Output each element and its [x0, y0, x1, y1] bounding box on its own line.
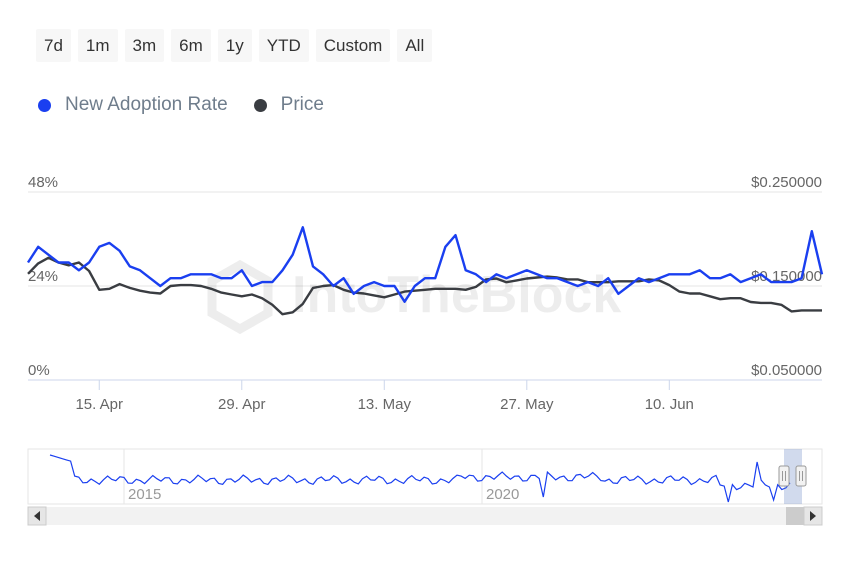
navigator-x-label: 2020 [486, 486, 519, 503]
y-right-tick-label: $0.250000 [751, 174, 822, 191]
navigator-grid: 2015 2020 [123, 449, 519, 504]
x-tick-label: 29. Apr [218, 396, 266, 413]
range-button-7d[interactable]: 7d [36, 29, 71, 62]
scrollbar-track[interactable] [28, 507, 822, 525]
navigator-series-line [49, 454, 791, 503]
navigator-handle-left[interactable] [778, 465, 790, 487]
x-tick-label: 27. May [500, 396, 554, 413]
range-button-ytd[interactable]: YTD [258, 29, 309, 62]
scrollbar-thumb[interactable] [786, 507, 804, 525]
y-left-tick-label: 48% [28, 174, 58, 191]
y-left-tick-label: 24% [28, 268, 58, 285]
x-axis: 15. Apr 29. Apr 13. May 27. May 10. Jun [75, 380, 694, 413]
legend-item-price[interactable]: Price [253, 94, 324, 116]
x-tick-label: 10. Jun [645, 396, 694, 413]
y-axis-left: 0% 24% 48% [28, 174, 58, 379]
x-tick-label: 15. Apr [75, 396, 123, 413]
legend-dot-icon [38, 98, 51, 112]
watermark-text: IntoTheBlock [292, 266, 621, 324]
legend-item-new-adoption-rate[interactable]: New Adoption Rate [38, 94, 228, 116]
legend-label: Price [280, 94, 324, 115]
legend-label: New Adoption Rate [65, 94, 228, 115]
series-line-price[interactable] [27, 256, 822, 316]
navigator-selected-range[interactable] [784, 449, 802, 504]
range-button-1y[interactable]: 1y [217, 29, 252, 62]
legend-dot-icon [253, 98, 267, 112]
x-tick-label: 13. May [358, 396, 412, 413]
series-layer [26, 226, 824, 316]
y-axis-right: $0.050000$0.150000$0.250000 [751, 174, 822, 379]
range-button-custom[interactable]: Custom [315, 29, 391, 62]
navigator-handle-right[interactable] [795, 465, 807, 487]
watermark: IntoTheBlock [207, 259, 621, 335]
arrow-left-icon [34, 511, 40, 521]
navigator-frame [27, 448, 823, 505]
y-right-tick-label: $0.050000 [751, 362, 822, 379]
range-button-all[interactable]: All [397, 29, 433, 62]
range-selector: 7d 1m 3m 6m 1y YTD Custom All [36, 29, 433, 62]
range-button-6m[interactable]: 6m [171, 29, 211, 62]
arrow-right-icon [810, 511, 816, 521]
y-left-tick-label: 0% [28, 362, 50, 379]
navigator-x-label: 2015 [128, 486, 161, 503]
range-button-1m[interactable]: 1m [77, 29, 118, 62]
chart-legend: New Adoption Rate Price [38, 94, 324, 116]
series-line-new-adoption-rate[interactable] [26, 226, 824, 303]
range-button-3m[interactable]: 3m [124, 29, 165, 62]
